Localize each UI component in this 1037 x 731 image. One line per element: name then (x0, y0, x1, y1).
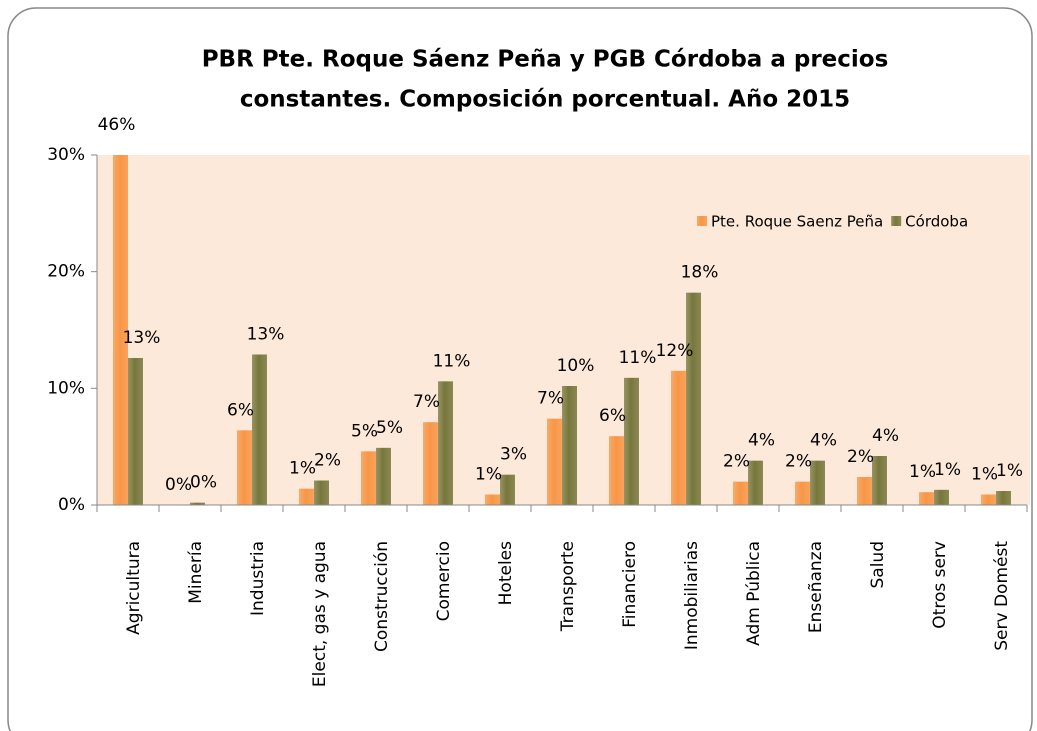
x-tick-label: Hoteles (496, 541, 516, 605)
legend-label: Pte. Roque Saenz Peña (711, 213, 883, 231)
value-label: 4% (810, 431, 837, 451)
legend-swatch (891, 216, 902, 226)
x-tick-label: Minería (186, 541, 206, 604)
x-tick-label: Agricultura (124, 541, 144, 635)
value-label: 6% (227, 400, 254, 420)
x-tick-label: Salud (868, 541, 888, 589)
bar (252, 354, 267, 505)
bar (190, 502, 205, 505)
value-label: 5% (376, 418, 403, 438)
legend-swatch (697, 216, 707, 226)
chart-title: PBR Pte. Roque Sáenz Peña y PGB Córdoba … (202, 47, 889, 73)
value-label: 13% (247, 325, 285, 345)
value-label: 3% (500, 445, 527, 465)
bar (981, 494, 996, 505)
bar (872, 456, 887, 505)
y-tick-label: 10% (47, 378, 85, 398)
value-label: 0% (165, 475, 192, 495)
value-label: 46% (98, 115, 136, 135)
bar (624, 377, 639, 505)
value-label: 0% (190, 473, 217, 493)
x-tick-label: Adm Pública (744, 541, 764, 646)
bar (996, 491, 1011, 505)
bar (733, 481, 748, 505)
bar (671, 370, 686, 505)
value-label: 1% (971, 465, 998, 485)
bar (609, 436, 624, 505)
value-label: 2% (314, 451, 341, 471)
bar (934, 489, 949, 505)
value-label: 7% (537, 389, 564, 409)
bar (562, 386, 577, 505)
x-tick-label: Construcción (372, 541, 392, 652)
bar (361, 451, 376, 505)
bar (547, 418, 562, 505)
x-tick-label: Comercio (434, 541, 454, 621)
value-label: 1% (475, 465, 502, 485)
value-label: 12% (656, 341, 694, 361)
bar (128, 358, 143, 505)
bar (314, 480, 329, 505)
bars (113, 155, 1011, 505)
value-label: 18% (681, 263, 719, 283)
bar (113, 155, 128, 505)
value-label: 4% (748, 431, 775, 451)
bar (919, 492, 934, 505)
bar (299, 488, 314, 505)
x-tick-label: Financiero (620, 541, 640, 628)
bar (485, 494, 500, 505)
value-label: 10% (557, 356, 595, 376)
bar (795, 481, 810, 505)
value-label: 5% (351, 421, 378, 441)
y-tick-label: 0% (58, 495, 85, 515)
x-tick-label: Elect, gas y agua (310, 541, 330, 687)
value-label: 11% (619, 348, 657, 368)
x-tick-label: Serv Domést (992, 541, 1012, 651)
value-label: 2% (785, 452, 812, 472)
value-label: 4% (872, 426, 899, 446)
bar (423, 422, 438, 505)
value-label: 6% (599, 406, 626, 426)
value-label: 2% (847, 447, 874, 467)
x-tick-label: Transporte (558, 541, 578, 632)
value-label: 11% (433, 351, 471, 371)
y-tick-label: 20% (47, 262, 85, 282)
x-tick-label: Inmobiliarias (682, 541, 702, 650)
value-label: 13% (123, 328, 161, 348)
chart-title: constantes. Composición porcentual. Año … (240, 87, 850, 113)
bar (376, 447, 391, 505)
value-label: 2% (723, 452, 750, 472)
x-tick-label: Enseñanza (806, 541, 826, 633)
value-label: 1% (996, 461, 1023, 481)
legend-label: Córdoba (905, 213, 968, 231)
bar (237, 430, 252, 505)
bar (810, 460, 825, 505)
bar (500, 474, 515, 505)
bar (748, 460, 763, 505)
bar (686, 292, 701, 505)
x-tick-label: Industria (248, 541, 268, 616)
value-label: 1% (909, 462, 936, 482)
value-label: 1% (289, 459, 316, 479)
y-tick-label: 30% (47, 145, 85, 165)
bar (857, 477, 872, 505)
value-label: 1% (934, 460, 961, 480)
x-tick-label: Otros serv (930, 541, 950, 629)
bar (438, 381, 453, 505)
value-label: 7% (413, 392, 440, 412)
